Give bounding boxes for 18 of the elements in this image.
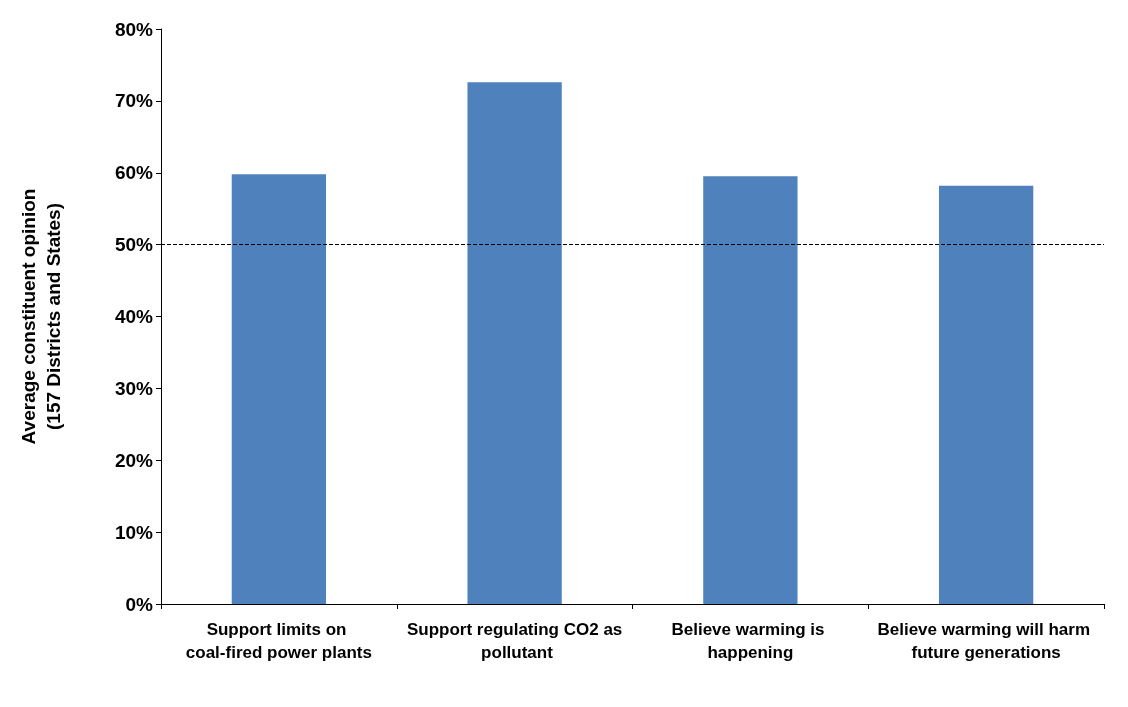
- y-tick-label: 80%: [114, 18, 154, 40]
- bar: [467, 82, 562, 604]
- x-tick-label: Believe warming will harm future generations: [877, 620, 1095, 662]
- x-tick-label: Support regulating CO2 as pollutant: [406, 620, 623, 662]
- x-tick-label: Believe warming is happening: [671, 620, 830, 662]
- y-tick-label: 60%: [114, 162, 154, 184]
- y-tick-label: 40%: [114, 306, 154, 327]
- bar: [231, 174, 327, 604]
- x-tick-label: Support limits on coal-fired power plants: [185, 620, 372, 662]
- y-tick-label: 0%: [125, 593, 154, 615]
- y-tick-label: 10%: [114, 521, 154, 543]
- y-tick-label: 70%: [114, 90, 154, 112]
- bar: [938, 185, 1034, 604]
- y-tick-label: 20%: [114, 449, 154, 471]
- y-tick-label: 50%: [114, 234, 154, 256]
- y-tick-label: 30%: [114, 377, 154, 399]
- y-axis-title: Average constituent opinion (157 Districts and States): [18, 188, 64, 445]
- bar: [703, 176, 798, 604]
